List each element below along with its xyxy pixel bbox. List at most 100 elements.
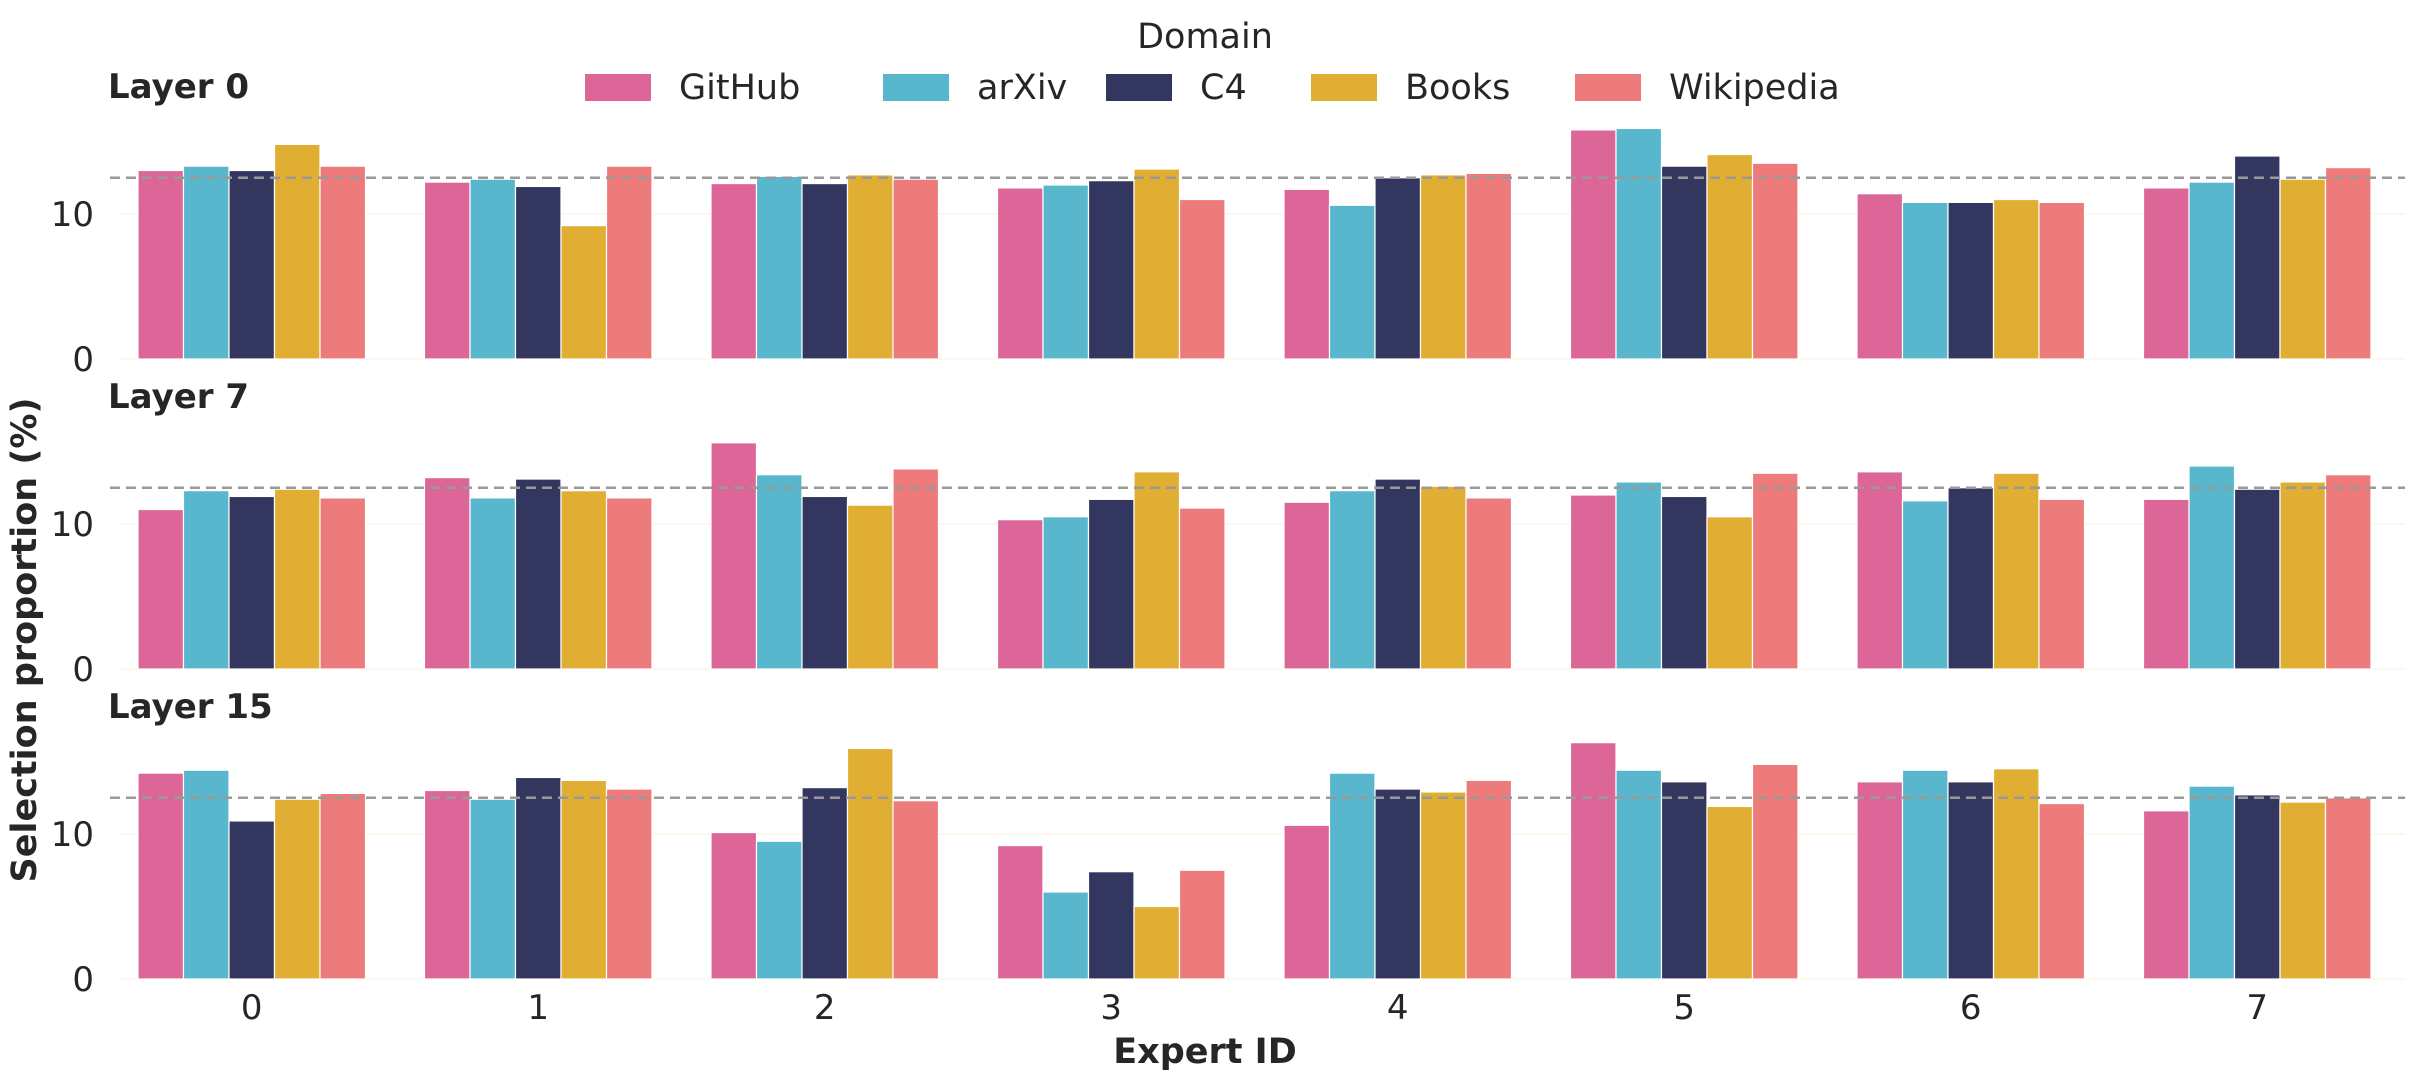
bar-c4-expert-1 bbox=[514, 776, 562, 980]
bar-wikipedia-expert-0 bbox=[319, 165, 367, 360]
bar-c4-expert-3 bbox=[1087, 498, 1135, 670]
bar-wikipedia-expert-0 bbox=[319, 792, 367, 980]
bar-github-expert-3 bbox=[996, 844, 1044, 980]
y-tick-label: 0 bbox=[72, 960, 94, 1000]
legend-swatch bbox=[1106, 74, 1172, 101]
bar-arxiv-expert-6 bbox=[1901, 769, 1949, 980]
bar-books-expert-3 bbox=[1133, 471, 1181, 670]
bar-arxiv-expert-6 bbox=[1901, 500, 1949, 670]
bar-c4-expert-4 bbox=[1374, 788, 1422, 980]
y-tick-label: 10 bbox=[51, 505, 94, 545]
bar-c4-expert-6 bbox=[1947, 487, 1995, 670]
bar-arxiv-expert-3 bbox=[1042, 184, 1090, 360]
bar-wikipedia-expert-1 bbox=[605, 497, 653, 670]
legend-swatch bbox=[1575, 74, 1641, 101]
x-ticks: 0 1 2 3 4 5 6 7 bbox=[241, 988, 2268, 1028]
panel-title: Layer 15 bbox=[108, 687, 273, 727]
x-tick-label: 0 bbox=[241, 988, 263, 1028]
x-tick-label: 7 bbox=[2246, 988, 2268, 1028]
bar-github-expert-5 bbox=[1569, 129, 1617, 360]
bar-wikipedia-expert-2 bbox=[892, 178, 940, 360]
bar-wikipedia-expert-6 bbox=[2038, 802, 2086, 980]
bar-arxiv-expert-6 bbox=[1901, 201, 1949, 360]
bar-wikipedia-expert-1 bbox=[605, 165, 653, 360]
bar-wikipedia-expert-7 bbox=[2324, 474, 2372, 670]
bar-github-expert-6 bbox=[1856, 193, 1904, 360]
bar-c4-expert-7 bbox=[2233, 794, 2281, 980]
bar-arxiv-expert-4 bbox=[1328, 490, 1376, 670]
bar-github-expert-0 bbox=[137, 772, 185, 980]
bar-wikipedia-expert-6 bbox=[2038, 201, 2086, 360]
legend-label: C4 bbox=[1200, 68, 1247, 108]
bar-c4-expert-1 bbox=[514, 185, 562, 360]
bar-c4-expert-7 bbox=[2233, 488, 2281, 670]
bar-arxiv-expert-3 bbox=[1042, 516, 1090, 670]
bar-books-expert-4 bbox=[1419, 791, 1467, 980]
bar-wikipedia-expert-6 bbox=[2038, 498, 2086, 670]
panel-title: Layer 0 bbox=[108, 67, 249, 107]
bar-arxiv-expert-2 bbox=[755, 840, 803, 980]
bar-arxiv-expert-7 bbox=[2188, 465, 2236, 670]
panel-layer-0: Layer 0 0 10 bbox=[51, 67, 2405, 380]
bar-books-expert-5 bbox=[1706, 516, 1754, 670]
bar-c4-expert-5 bbox=[1660, 165, 1708, 360]
x-tick-label: 2 bbox=[814, 988, 836, 1028]
bar-books-expert-4 bbox=[1419, 174, 1467, 360]
x-tick-label: 6 bbox=[1960, 988, 1982, 1028]
bar-c4-expert-7 bbox=[2233, 155, 2281, 360]
bar-arxiv-expert-1 bbox=[469, 178, 517, 360]
bar-books-expert-1 bbox=[560, 490, 608, 670]
bar-arxiv-expert-0 bbox=[182, 490, 230, 670]
bar-arxiv-expert-4 bbox=[1328, 204, 1376, 360]
bar-github-expert-5 bbox=[1569, 494, 1617, 670]
x-tick-label: 5 bbox=[1673, 988, 1695, 1028]
bar-books-expert-3 bbox=[1133, 168, 1181, 360]
bar-github-expert-4 bbox=[1283, 824, 1331, 980]
legend-item-github: GitHub bbox=[585, 68, 800, 108]
bar-c4-expert-0 bbox=[228, 820, 276, 980]
bar-wikipedia-expert-2 bbox=[892, 800, 940, 980]
bar-arxiv-expert-7 bbox=[2188, 181, 2236, 360]
legend-item-wikipedia: Wikipedia bbox=[1575, 68, 1840, 108]
bar-github-expert-0 bbox=[137, 508, 185, 670]
bar-github-expert-1 bbox=[423, 789, 471, 980]
bar-wikipedia-expert-7 bbox=[2324, 797, 2372, 980]
legend-swatch bbox=[883, 74, 949, 101]
bar-c4-expert-0 bbox=[228, 169, 276, 360]
bar-arxiv-expert-0 bbox=[182, 769, 230, 980]
bar-wikipedia-expert-4 bbox=[1465, 779, 1513, 980]
bar-c4-expert-1 bbox=[514, 478, 562, 670]
bar-books-expert-5 bbox=[1706, 805, 1754, 980]
y-tick-label: 10 bbox=[51, 195, 94, 235]
x-tick-label: 4 bbox=[1387, 988, 1409, 1028]
bar-c4-expert-3 bbox=[1087, 180, 1135, 360]
bar-github-expert-3 bbox=[996, 187, 1044, 360]
bar-books-expert-6 bbox=[1992, 768, 2040, 980]
bar-wikipedia-expert-5 bbox=[1751, 763, 1799, 980]
bar-books-expert-0 bbox=[273, 488, 321, 670]
bar-books-expert-1 bbox=[560, 225, 608, 360]
bar-c4-expert-2 bbox=[801, 182, 849, 360]
bar-c4-expert-2 bbox=[801, 786, 849, 980]
y-tick-label: 0 bbox=[72, 650, 94, 690]
bar-c4-expert-6 bbox=[1947, 201, 1995, 360]
bar-c4-expert-2 bbox=[801, 495, 849, 670]
bar-wikipedia-expert-3 bbox=[1178, 198, 1226, 360]
axes-labels: Expert ID Selection proportion (%) bbox=[5, 398, 1297, 1072]
bar-wikipedia-expert-3 bbox=[1178, 869, 1226, 980]
bar-wikipedia-expert-7 bbox=[2324, 167, 2372, 360]
bar-wikipedia-expert-4 bbox=[1465, 172, 1513, 360]
bar-github-expert-6 bbox=[1856, 781, 1904, 980]
legend-swatch bbox=[1311, 74, 1377, 101]
bar-books-expert-3 bbox=[1133, 905, 1181, 980]
bar-c4-expert-5 bbox=[1660, 495, 1708, 670]
bar-books-expert-0 bbox=[273, 143, 321, 360]
bar-books-expert-5 bbox=[1706, 153, 1754, 360]
legend-label: GitHub bbox=[679, 68, 800, 108]
bar-github-expert-1 bbox=[423, 181, 471, 360]
bar-arxiv-expert-0 bbox=[182, 165, 230, 360]
bar-github-expert-4 bbox=[1283, 501, 1331, 670]
legend-item-arxiv: arXiv bbox=[883, 68, 1067, 108]
bar-github-expert-3 bbox=[996, 519, 1044, 670]
bar-books-expert-2 bbox=[846, 747, 894, 980]
